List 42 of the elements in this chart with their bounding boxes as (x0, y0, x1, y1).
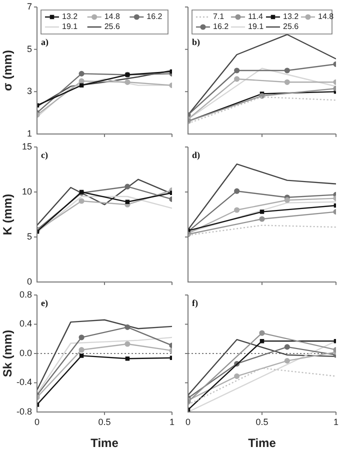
y-axis-title: Sk (mm) (0, 330, 15, 378)
legend-label: 13.2 (62, 12, 78, 22)
x-tick-label: 1 (333, 416, 339, 427)
annotation: c) (41, 150, 48, 160)
legend-label: 11.4 (248, 12, 264, 22)
y-tick-label: 1 (26, 128, 32, 138)
x-axis-title: Time (248, 436, 276, 450)
y-tick-label: 5 (26, 231, 32, 242)
x-axis-title: Time (90, 436, 119, 450)
x-tick-label: 0 (34, 416, 40, 427)
x-tick-label: 0 (185, 416, 191, 427)
y-axis-title: σ (mm) (0, 50, 15, 91)
y-tick-label: -0.4 (16, 377, 32, 388)
annotation: e) (41, 298, 48, 308)
y-axis-title: K (mm) (0, 194, 15, 236)
y-tick-label: 7 (26, 1, 32, 12)
x-tick-label: 0.5 (256, 416, 268, 427)
y-tick-label: 3 (26, 86, 32, 96)
y-tick-label: 0 (26, 276, 32, 286)
legend-label: 19.1 (62, 22, 78, 32)
y-tick-label: -0.8 (16, 406, 32, 416)
legend-label: 13.2 (283, 12, 300, 22)
legend-label: 7.1 (213, 12, 225, 22)
legend-label: 14.8 (318, 12, 334, 22)
legend-label: 16.2 (146, 12, 163, 22)
legend-label: 25.6 (283, 22, 300, 32)
annotation: b) (192, 36, 200, 47)
annotation: f) (192, 298, 198, 308)
legend-label: 16.2 (213, 22, 230, 32)
y-tick-label: 0.8 (19, 289, 32, 300)
y-tick-label: 15 (22, 141, 32, 152)
y-tick-label: 10 (22, 186, 32, 196)
annotation: a) (41, 36, 48, 47)
y-tick-label: 0.0 (19, 348, 32, 358)
annotation: d) (192, 150, 200, 160)
legend-label: 25.6 (104, 22, 120, 32)
legend-label: 19.1 (248, 22, 264, 32)
legend-label: 14.8 (104, 12, 120, 22)
y-tick-label: 0.4 (19, 318, 32, 329)
y-tick-label: 5 (26, 44, 32, 54)
x-tick-label: 0.5 (98, 416, 111, 427)
x-tick-label: 1 (169, 416, 175, 427)
